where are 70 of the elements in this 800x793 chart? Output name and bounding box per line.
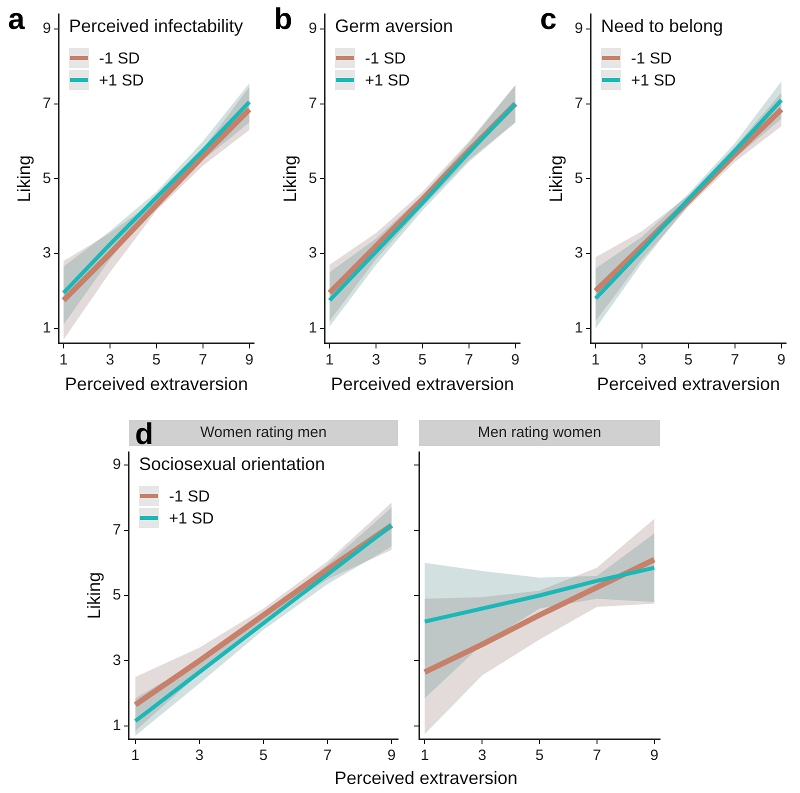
legend-label: +1 SD bbox=[364, 72, 410, 90]
x-tick-label: 5 bbox=[535, 747, 544, 764]
y-tick-label: 7 bbox=[308, 94, 317, 112]
legend-label: -1 SD bbox=[364, 50, 406, 68]
x-tick-label: 3 bbox=[195, 747, 204, 764]
x-tick-label: 7 bbox=[323, 747, 332, 764]
y-tick-label: 9 bbox=[574, 20, 583, 38]
legend-title: Perceived infectability bbox=[68, 16, 244, 36]
y-tick-label: 3 bbox=[42, 244, 51, 262]
x-tick-label: 1 bbox=[420, 747, 429, 764]
x-tick-label: 7 bbox=[592, 747, 602, 764]
y-tick-label: 3 bbox=[574, 244, 583, 262]
legend-title: Germ aversion bbox=[334, 16, 453, 36]
y-tick-label: 1 bbox=[308, 320, 317, 337]
text: b bbox=[274, 3, 292, 36]
legend-label: -1 SD bbox=[630, 50, 672, 68]
y-tick-label: 5 bbox=[308, 170, 317, 187]
x-tick-label: 3 bbox=[372, 352, 380, 369]
text: c bbox=[540, 3, 557, 36]
y-tick-label: 7 bbox=[574, 94, 583, 112]
text: a bbox=[8, 3, 25, 36]
y-tick-label: 5 bbox=[42, 170, 51, 187]
y-axis-title: Liking bbox=[280, 155, 300, 202]
y-axis-title: Liking bbox=[14, 155, 34, 202]
x-axis-title: Perceived extraversion bbox=[596, 374, 780, 394]
y-tick-label: 9 bbox=[42, 20, 51, 38]
legend-title: Sociosexual orientation bbox=[138, 454, 326, 474]
x-tick-label: 5 bbox=[152, 352, 161, 369]
y-tick-label: 1 bbox=[112, 717, 121, 734]
x-tick-label: 9 bbox=[777, 352, 786, 369]
x-tick-label: 9 bbox=[511, 352, 520, 369]
chart-title: Women rating men bbox=[200, 424, 327, 442]
y-tick-label: 7 bbox=[42, 94, 51, 112]
x-tick-label: 5 bbox=[418, 352, 427, 369]
x-tick-label: 1 bbox=[591, 352, 600, 369]
x-tick-label: 5 bbox=[684, 352, 693, 369]
x-tick-label: 9 bbox=[245, 352, 254, 369]
x-tick-label: 3 bbox=[478, 747, 486, 764]
legend-title: Need to belong bbox=[600, 16, 724, 36]
x-tick-label: 7 bbox=[730, 352, 740, 369]
x-tick-label: 5 bbox=[259, 747, 268, 764]
legend-label: +1 SD bbox=[98, 72, 144, 90]
y-tick-label: 1 bbox=[574, 320, 583, 337]
x-tick-label: 1 bbox=[59, 352, 68, 369]
legend-label: +1 SD bbox=[168, 510, 214, 528]
x-tick-label: 7 bbox=[198, 352, 208, 369]
x-axis-title: Perceived extraversion bbox=[64, 374, 248, 394]
text: d bbox=[135, 418, 154, 451]
x-tick-label: 7 bbox=[464, 352, 474, 369]
legend-label: -1 SD bbox=[168, 488, 210, 506]
y-tick-label: 3 bbox=[112, 652, 121, 669]
x-tick-label: 1 bbox=[325, 352, 334, 369]
y-tick-label: 5 bbox=[574, 170, 583, 187]
y-tick-label: 1 bbox=[42, 320, 51, 337]
x-tick-label: 3 bbox=[638, 352, 646, 369]
x-axis-title: Perceived extraversion bbox=[330, 374, 514, 394]
y-axis-title: Liking bbox=[84, 572, 104, 620]
y-tick-label: 5 bbox=[112, 586, 121, 604]
y-tick-label: 9 bbox=[112, 456, 121, 474]
legend-label: +1 SD bbox=[630, 72, 676, 90]
legend-label: -1 SD bbox=[98, 50, 140, 68]
x-tick-label: 9 bbox=[387, 747, 396, 764]
y-tick-label: 3 bbox=[308, 244, 317, 262]
y-tick-label: 7 bbox=[112, 521, 121, 538]
x-tick-label: 9 bbox=[650, 747, 658, 764]
x-tick-label: 1 bbox=[131, 747, 140, 764]
y-axis-title: Liking bbox=[546, 155, 566, 202]
x-axis-title: Perceived extraversion bbox=[333, 768, 519, 789]
y-tick-label: 9 bbox=[308, 20, 317, 38]
chart-title: Men rating women bbox=[478, 424, 602, 442]
